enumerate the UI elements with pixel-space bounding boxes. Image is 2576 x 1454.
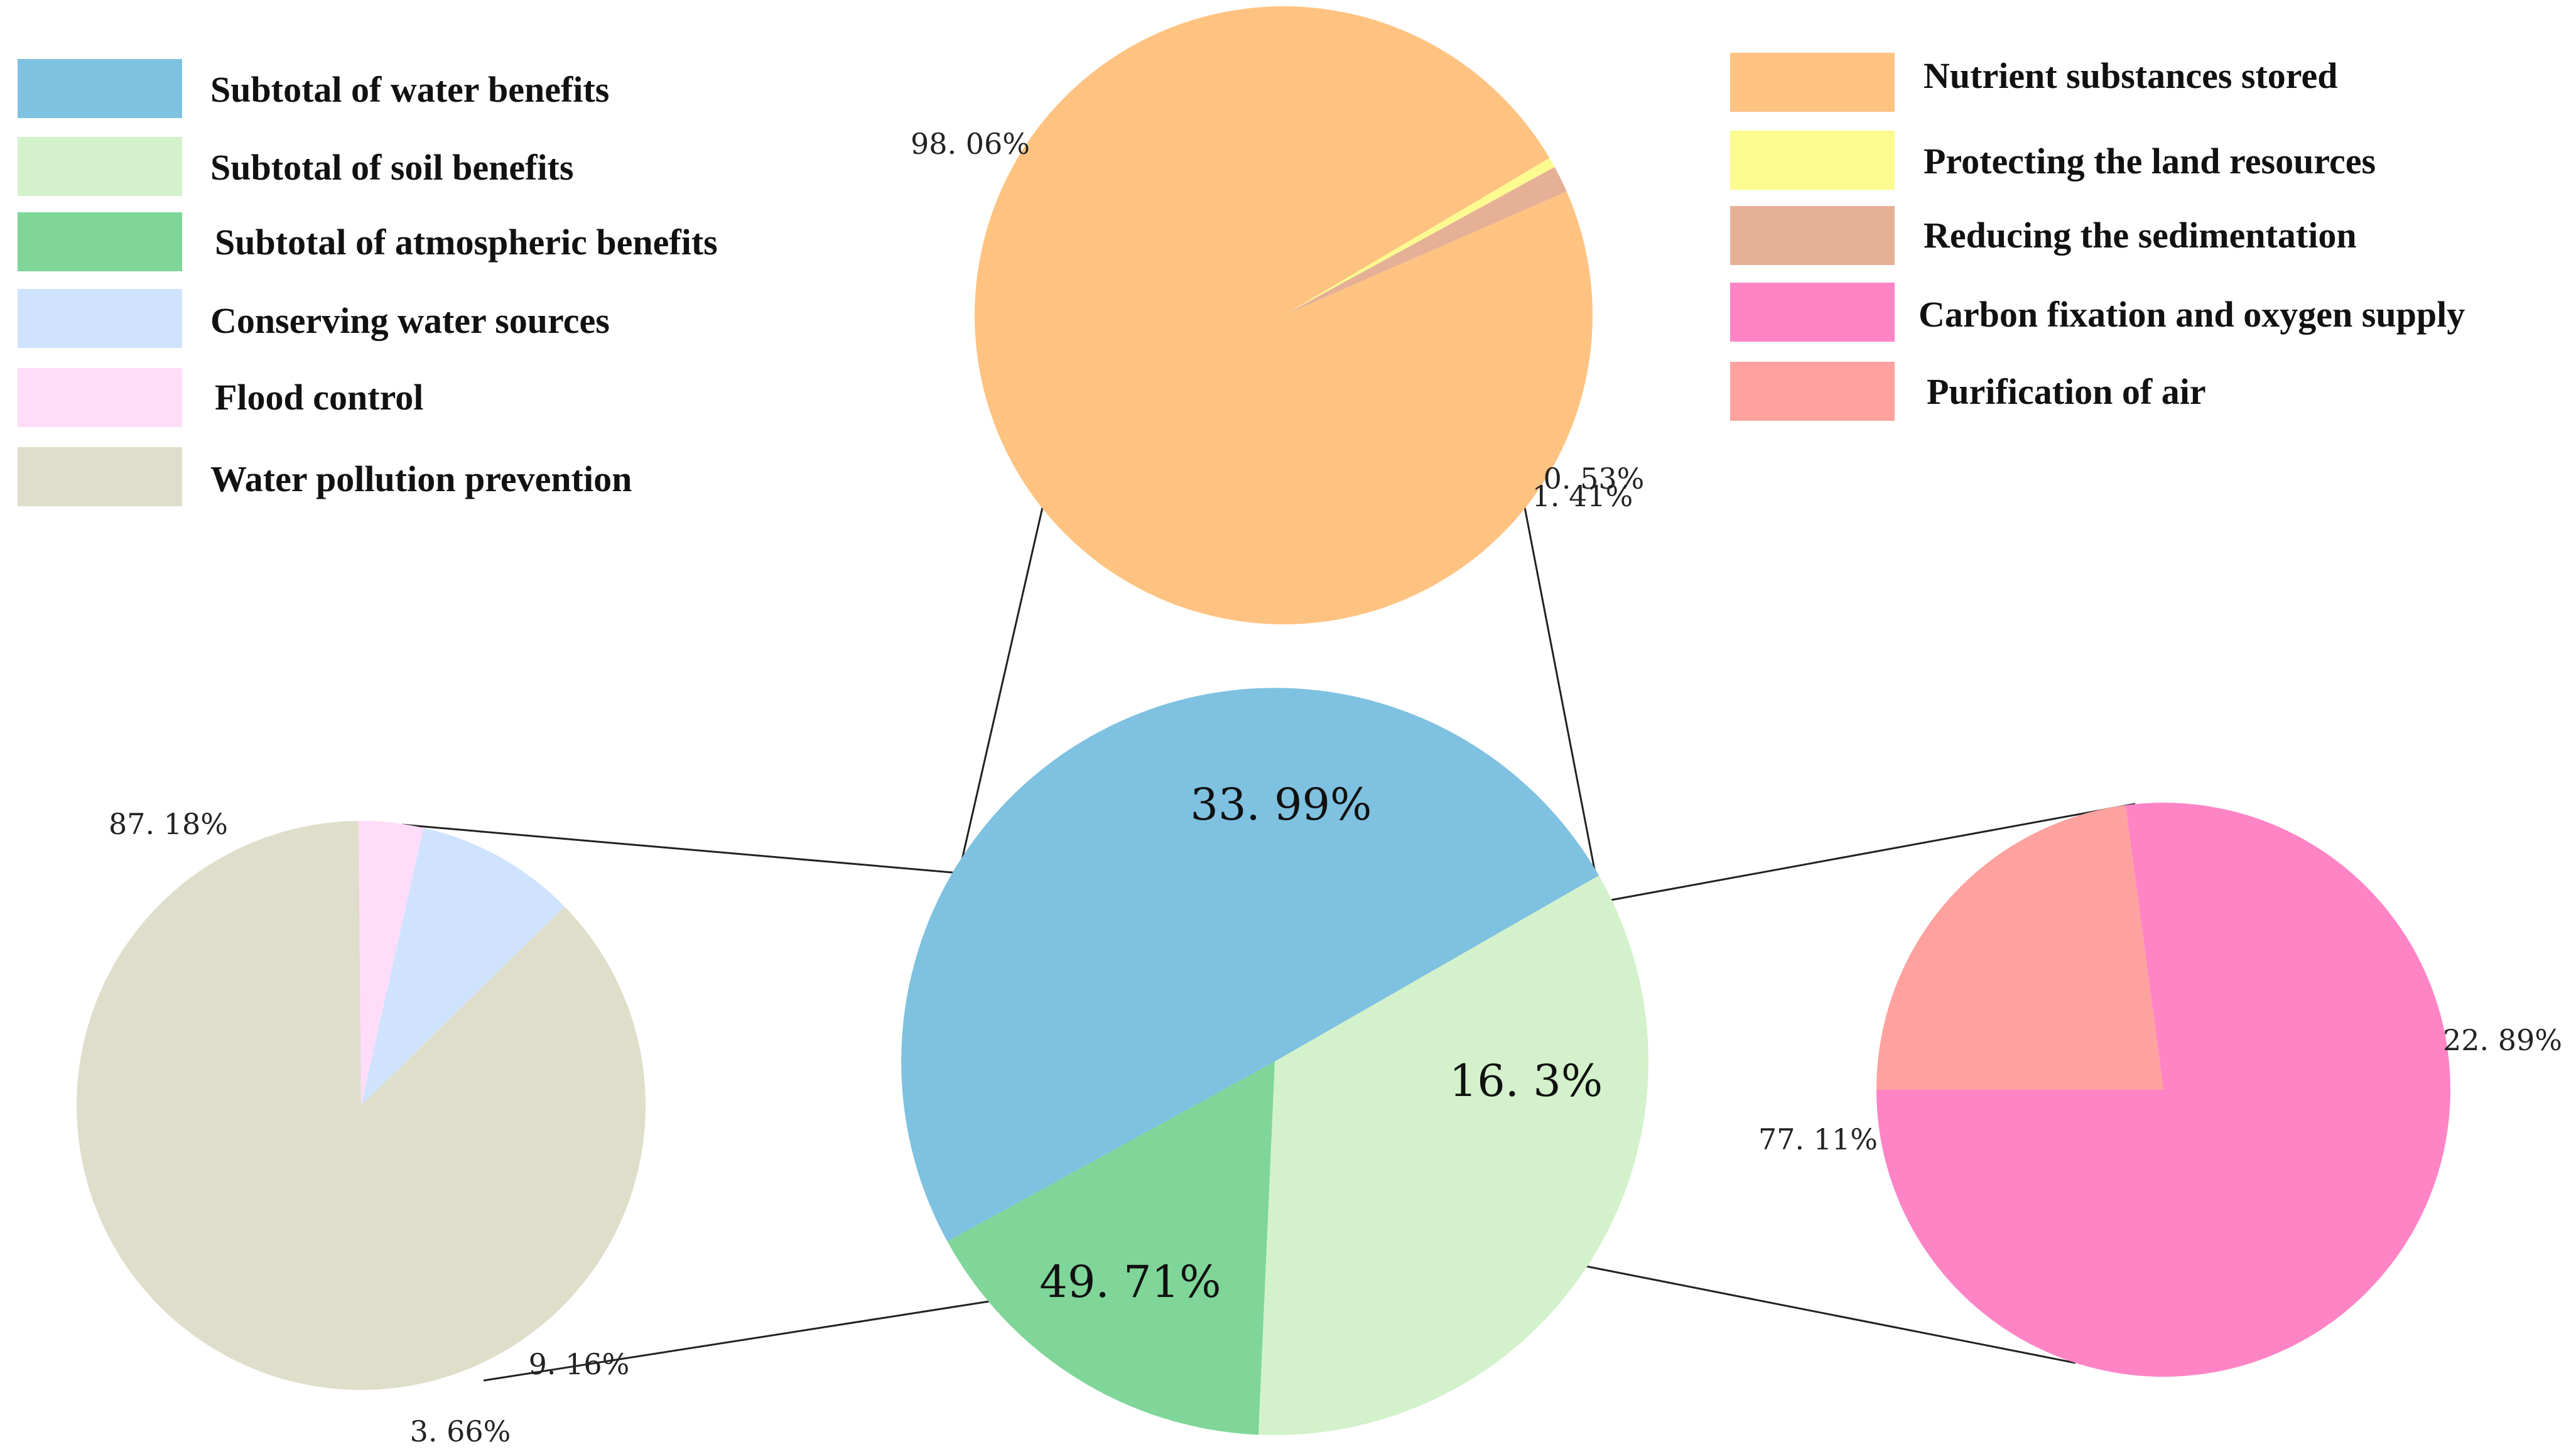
atmosphere-pie-labels: 77. 11% 22. 89% bbox=[1758, 1023, 2562, 1156]
main-pie-slice-subtotal-of-soil-benefits bbox=[1258, 875, 1648, 1435]
legend-swatch-nutrient bbox=[1730, 53, 1895, 112]
main-pie-label-water: 49. 71% bbox=[1039, 1256, 1221, 1308]
legend-right: Nutrient substances stored Protecting th… bbox=[1730, 53, 2465, 421]
main-pie-labels: 33. 99% 16. 3% 49. 71% bbox=[1039, 779, 1603, 1308]
atmosphere-pie-label-carbon: 77. 11% bbox=[1758, 1122, 1878, 1156]
legend-swatch-land-resources bbox=[1730, 131, 1895, 190]
water-pie bbox=[76, 821, 646, 1391]
legend-swatch-flood-control bbox=[18, 368, 182, 427]
legend-swatch-purification-air bbox=[1730, 362, 1895, 421]
connector-water-bottom bbox=[483, 1300, 990, 1382]
legend-left: Subtotal of water benefits Subtotal of s… bbox=[18, 59, 718, 506]
soil-pie-slice-nutrient-substances-stored bbox=[975, 6, 1593, 625]
atmosphere-pie-slice-purification-of-air bbox=[1876, 805, 2163, 1090]
soil-pie-labels: 98. 06% 0. 53% 1. 41% bbox=[911, 127, 1644, 513]
legend-swatch-water-benefits bbox=[18, 59, 182, 118]
legend-label-water-pollution: Water pollution prevention bbox=[210, 458, 632, 499]
legend-swatch-carbon-fixation bbox=[1730, 283, 1895, 342]
soil-pie-label-sediment: 1. 41% bbox=[1532, 479, 1633, 513]
soil-pie-slice-protecting-the-land-resources bbox=[1284, 158, 1555, 315]
water-pie-label-flood: 3. 66% bbox=[410, 1414, 511, 1448]
atmosphere-pie bbox=[1876, 802, 2451, 1377]
main-pie-label-soil: 33. 99% bbox=[1190, 779, 1372, 830]
legend-label-water-benefits: Subtotal of water benefits bbox=[210, 69, 609, 110]
connector-water-top bbox=[401, 823, 960, 874]
legend-label-atmospheric-benefits: Subtotal of atmospheric benefits bbox=[215, 222, 718, 263]
main-pie-slice-subtotal-of-water-benefits bbox=[901, 688, 1599, 1242]
water-pie-label-conserving: 9. 16% bbox=[529, 1347, 630, 1381]
legend-label-conserving-water: Conserving water sources bbox=[210, 300, 610, 341]
atmosphere-pie-slice-carbon-fixation-and-oxygen-supply bbox=[1876, 802, 2451, 1377]
legend-label-flood-control: Flood control bbox=[215, 377, 423, 418]
connector-atmosphere-bottom bbox=[1579, 1264, 2076, 1364]
soil-pie bbox=[975, 6, 1593, 625]
water-pie-slice-water-pollution-prevention bbox=[76, 821, 646, 1391]
soil-pie-label-nutrient: 98. 06% bbox=[911, 127, 1030, 161]
water-pie-labels: 87. 18% 9. 16% 3. 66% bbox=[109, 807, 629, 1448]
legend-swatch-sedimentation bbox=[1730, 206, 1895, 265]
connector-soil-left bbox=[958, 507, 1044, 874]
legend-swatch-atmospheric-benefits bbox=[18, 212, 182, 271]
main-pie bbox=[901, 688, 1648, 1435]
legend-label-land-resources: Protecting the land resources bbox=[1924, 141, 2376, 182]
soil-pie-slice-reducing-the-sedimentation bbox=[1284, 166, 1567, 315]
legend-label-purification-air: Purification of air bbox=[1927, 371, 2206, 412]
legend-label-nutrient: Nutrient substances stored bbox=[1924, 55, 2338, 96]
legend-label-carbon-fixation: Carbon fixation and oxygen supply bbox=[1918, 294, 2465, 335]
legend-swatch-water-pollution bbox=[18, 447, 182, 506]
legend-label-soil-benefits: Subtotal of soil benefits bbox=[210, 147, 573, 188]
water-pie-label-pollution: 87. 18% bbox=[109, 807, 228, 841]
main-pie-slice-subtotal-of-atmospheric-benefits bbox=[947, 1061, 1275, 1435]
legend-label-sedimentation: Reducing the sedimentation bbox=[1924, 215, 2357, 256]
water-pie-slice-flood-control bbox=[359, 821, 424, 1105]
soil-pie-label-land: 0. 53% bbox=[1544, 462, 1645, 496]
water-pie-slice-conserving-water-sources bbox=[361, 828, 565, 1105]
atmosphere-pie-label-air: 22. 89% bbox=[2443, 1023, 2562, 1057]
legend-swatch-conserving-water bbox=[18, 289, 182, 348]
connector-atmosphere-top bbox=[1600, 803, 2136, 903]
main-pie-label-atmosphere: 16. 3% bbox=[1449, 1055, 1603, 1107]
connector-lines bbox=[401, 507, 2136, 1382]
connector-soil-right bbox=[1523, 507, 1602, 903]
legend-swatch-soil-benefits bbox=[18, 137, 182, 196]
